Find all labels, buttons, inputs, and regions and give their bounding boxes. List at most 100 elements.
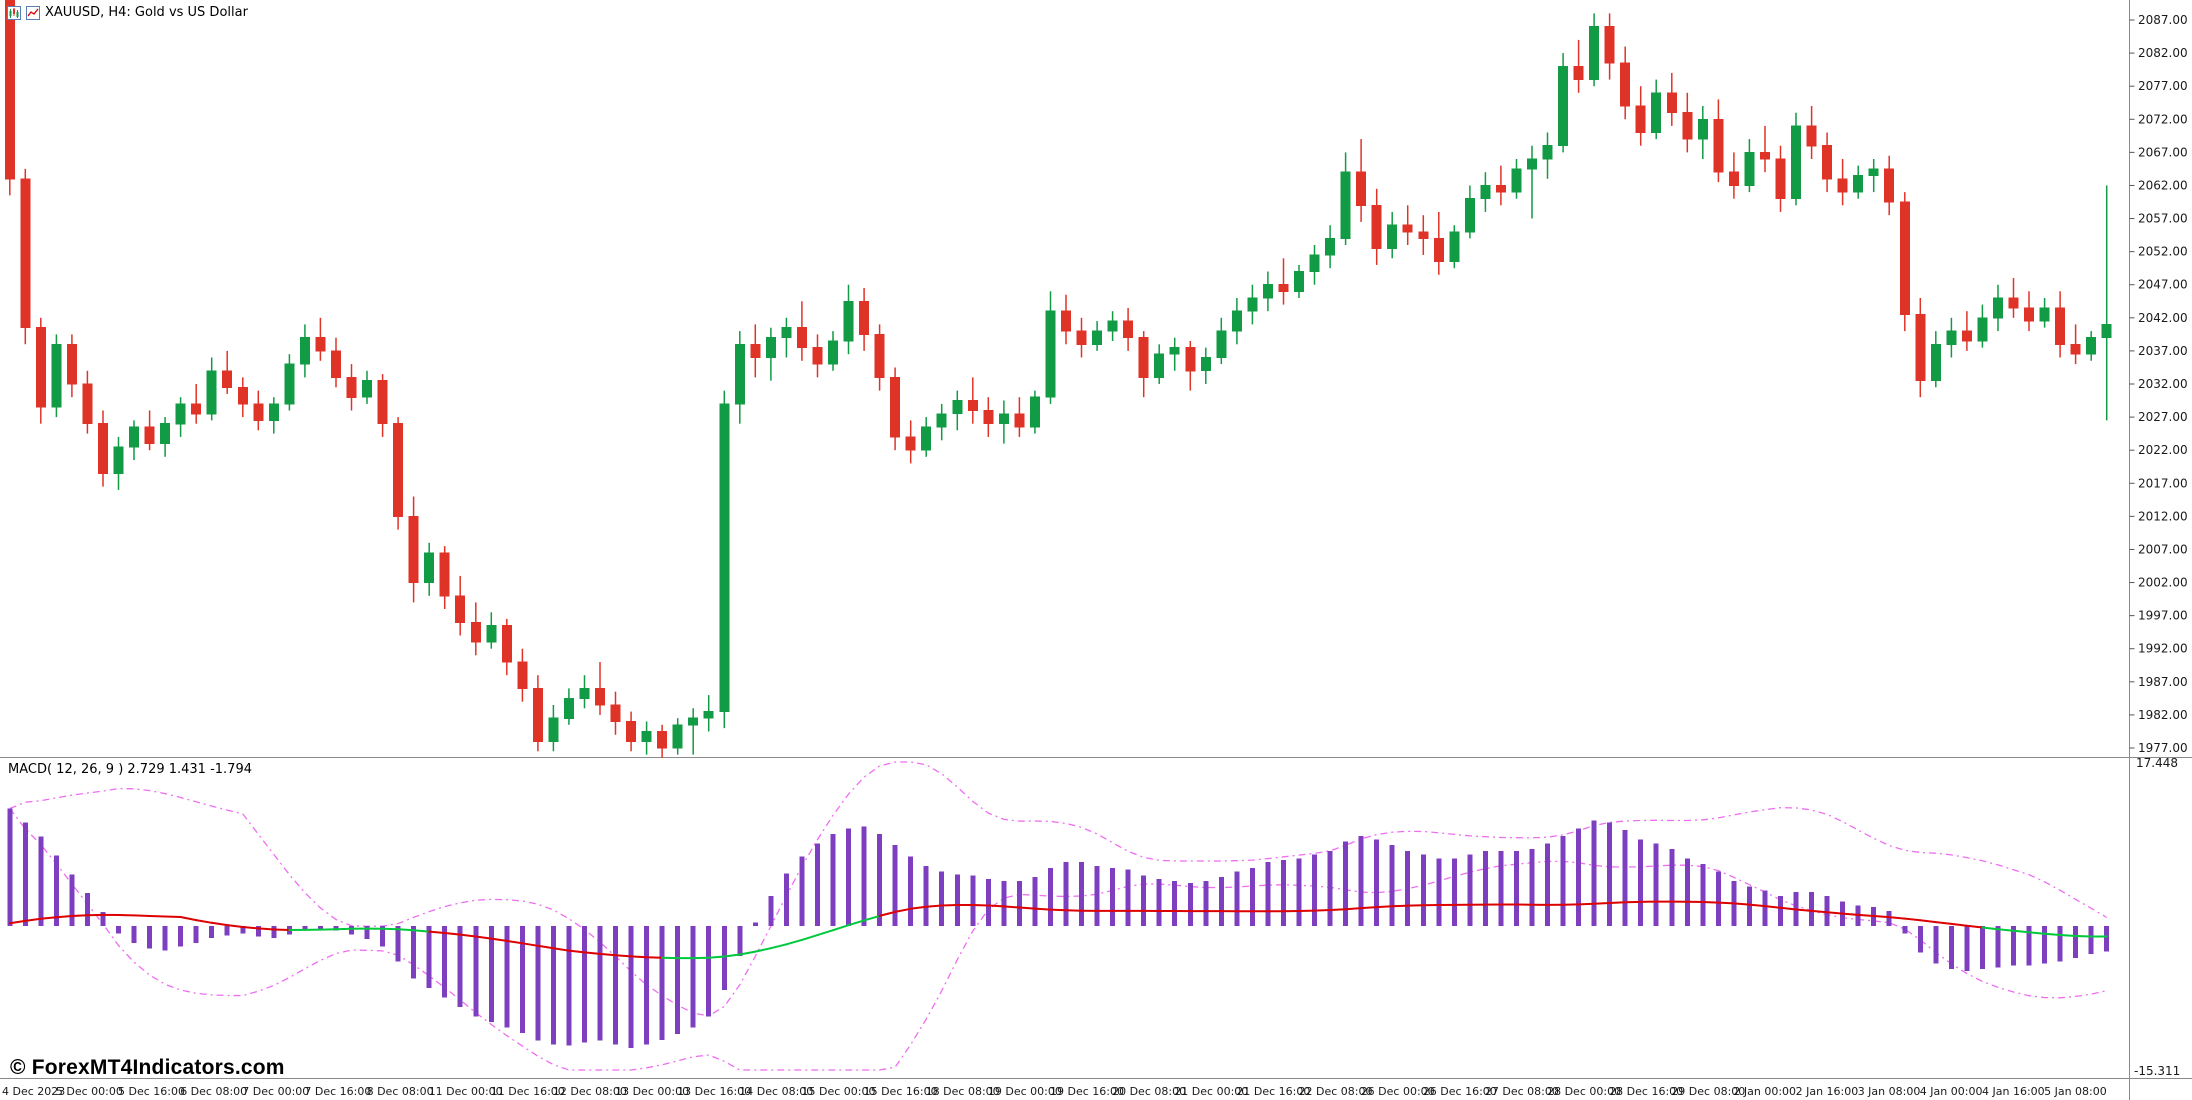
candle-body — [377, 380, 388, 425]
macd-signal-segment — [1701, 901, 1720, 904]
macd-histogram-bar — [582, 926, 587, 1043]
time-tick-label: 12 Dec 08:00 — [553, 1085, 627, 1098]
macd-histogram-bar — [1358, 835, 1364, 927]
candle-body — [1294, 271, 1304, 292]
time-tick-label: 5 Dec 16:00 — [118, 1085, 185, 1098]
macd-signal-segment — [1360, 906, 1378, 910]
macd-histogram-bar — [1405, 850, 1411, 926]
macd-histogram-bar — [1576, 828, 1582, 927]
candle-body — [532, 687, 543, 742]
macd-histogram-bar — [1016, 880, 1022, 926]
macd-histogram-bar — [1420, 854, 1426, 927]
macd-signal-segment — [521, 942, 539, 947]
macd-signal-segment — [987, 904, 1005, 908]
candle-body — [734, 343, 745, 405]
candle-body — [1138, 337, 1149, 378]
macd-histogram-bar — [1979, 926, 1985, 970]
macd-signal-segment — [1965, 924, 1984, 929]
price-tick-label: 1987.00 — [2138, 675, 2188, 689]
macd-histogram-bar — [721, 926, 727, 990]
macd-histogram-bar — [1684, 858, 1690, 927]
macd-histogram-bar — [1715, 871, 1721, 926]
price-tick-label: 1982.00 — [2138, 708, 2188, 722]
candle-body — [160, 423, 171, 445]
macd-signal-segment — [1841, 912, 1860, 916]
macd-histogram-bar — [1389, 845, 1395, 927]
candle-body — [191, 403, 202, 415]
candle-body — [4, 0, 15, 180]
macd-histogram-bar — [2088, 926, 2094, 955]
time-tick-label: 11 Dec 00:00 — [429, 1085, 503, 1098]
candle-body — [781, 327, 792, 339]
macd-histogram-bar — [970, 875, 976, 927]
macd-signal-segment — [1732, 902, 1751, 906]
candle-body — [890, 376, 901, 438]
candle-body — [1092, 330, 1103, 345]
watermark-text: © ForexMT4Indicators.com — [10, 1056, 285, 1079]
macd-signal-segment — [832, 924, 850, 932]
candle-body — [1542, 145, 1553, 160]
candle-body — [1884, 168, 1895, 203]
macd-signal-segment — [1903, 917, 1922, 922]
candle-body — [641, 731, 652, 742]
candle-body — [765, 337, 776, 359]
macd-signal-segment — [210, 921, 229, 927]
time-tick-label: 5 Jan 08:00 — [2044, 1085, 2107, 1098]
candle-body — [1961, 330, 1972, 342]
candle-body — [268, 403, 279, 421]
price-tick-label: 2032.00 — [2138, 377, 2188, 391]
candle-body — [1791, 125, 1801, 200]
macd-signal-segment — [1593, 902, 1611, 905]
time-tick-label: 21 Dec 00:00 — [1174, 1085, 1248, 1098]
price-tick-label: 2007.00 — [2138, 542, 2188, 556]
candle-body — [1014, 413, 1025, 428]
candle-body — [470, 621, 481, 643]
candle-body — [1418, 231, 1429, 239]
macd-histogram-bar — [1451, 858, 1457, 927]
candle-body — [1247, 297, 1258, 312]
macd-signal-segment — [971, 904, 990, 907]
macd-signal-segment — [1888, 916, 1906, 920]
macd-signal-segment — [55, 915, 73, 919]
macd-histogram-bar — [1327, 850, 1333, 926]
time-tick-label: 6 Dec 08:00 — [180, 1085, 247, 1098]
macd-histogram-bar — [597, 926, 603, 1041]
macd-histogram-bar — [1156, 879, 1162, 926]
macd-signal-segment — [909, 905, 928, 910]
macd-signal-segment — [505, 939, 524, 945]
macd-signal-segment — [878, 910, 897, 917]
macd-histogram-bar — [209, 926, 215, 939]
macd-histogram-bar — [1218, 877, 1224, 927]
macd-signal-segment — [552, 947, 570, 952]
time-tick-label: 26 Dec 16:00 — [1423, 1085, 1497, 1098]
candle-body — [595, 687, 605, 706]
macd-signal-segment — [459, 933, 477, 938]
price-tick-label: 1977.00 — [2138, 741, 2188, 755]
time-tick-label: 7 Dec 00:00 — [242, 1085, 309, 1098]
candle-body — [1899, 201, 1910, 315]
candle-body — [1635, 105, 1646, 133]
candle-body — [998, 413, 1009, 425]
price-tick-label: 2077.00 — [2138, 79, 2188, 93]
candle-body — [501, 625, 512, 663]
candle-body — [1123, 320, 1134, 339]
macd-histogram-bar — [84, 893, 90, 926]
macd-signal-segment — [769, 943, 788, 950]
macd-signal-segment — [1826, 911, 1844, 915]
macd-signal-segment — [1329, 908, 1347, 911]
macd-signal-segment — [8, 919, 27, 925]
candle-body — [1930, 343, 1941, 382]
macd-signal-segment — [490, 937, 508, 942]
macd-signal-segment — [800, 934, 819, 941]
macd-histogram-bar — [1203, 880, 1209, 926]
macd-histogram-bar — [1607, 822, 1613, 926]
candle-body — [1325, 237, 1336, 256]
candle-body — [51, 343, 62, 408]
price-tick-label: 2067.00 — [2138, 145, 2188, 159]
candle-body — [672, 724, 683, 749]
macd-histogram-bar — [1482, 850, 1488, 926]
macd-signal-segment — [754, 947, 772, 953]
macd-signal-segment — [567, 949, 586, 954]
macd-histogram-bar — [1063, 862, 1069, 926]
